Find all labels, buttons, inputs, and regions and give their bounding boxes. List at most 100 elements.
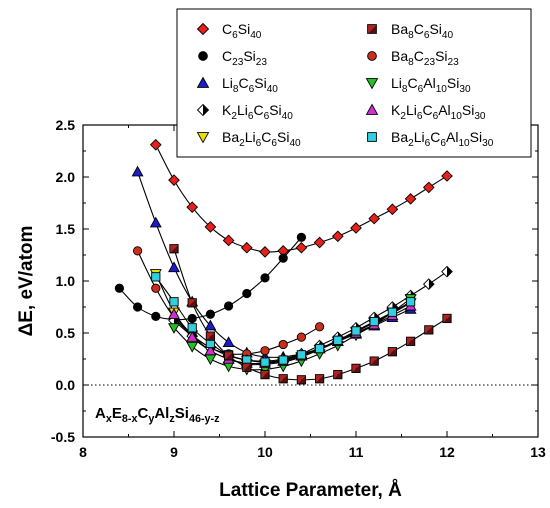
subscript-text: 6 (417, 111, 423, 122)
data-point (351, 363, 361, 373)
marker-outline (169, 244, 179, 254)
marker-shape (198, 51, 208, 61)
marker-shape (187, 323, 197, 333)
marker-shape (168, 323, 180, 334)
data-point (296, 232, 307, 242)
legend-marker (367, 24, 377, 34)
marker-shape (441, 170, 453, 182)
marker-shape (132, 302, 143, 312)
subscript-text: 6 (264, 111, 270, 122)
subscript-text: z (169, 413, 175, 425)
data-point (313, 236, 326, 249)
x-tick-label: 13 (530, 444, 546, 460)
subscript-text: 8 (402, 84, 408, 95)
data-point (387, 307, 398, 317)
legend-label: Ba8C6Si40 (391, 21, 454, 41)
legend-marker (196, 22, 210, 36)
label-text: E (112, 405, 122, 422)
marker-shape (351, 364, 361, 373)
marker-shape (205, 309, 216, 319)
subscript-text: 6 (433, 111, 439, 122)
marker-shape (333, 335, 343, 345)
label-text: C (137, 405, 148, 422)
subscript-text: 2 (231, 111, 237, 122)
marker-shape (333, 370, 342, 379)
legend-label: Ba2Li6C6Si40 (222, 129, 301, 149)
marker-outline (441, 265, 453, 278)
legend-label: K2Li6C6Al10Si30 (391, 102, 486, 122)
marker-shape (313, 236, 326, 249)
data-point (422, 278, 435, 290)
marker-shape (365, 103, 379, 115)
series-markers (149, 138, 453, 258)
data-point (422, 181, 435, 194)
marker-shape (151, 311, 161, 321)
marker-outline (405, 336, 416, 346)
marker-shape (196, 132, 210, 144)
marker-shape (368, 212, 381, 225)
data-point (169, 297, 179, 307)
data-point (131, 165, 144, 177)
data-point (222, 234, 235, 247)
data-point (260, 357, 270, 367)
data-point (424, 325, 434, 335)
data-point (205, 331, 216, 341)
data-point (296, 332, 307, 342)
label-text: Al (154, 405, 169, 422)
marker-outline (314, 374, 325, 384)
marker-shape (405, 297, 416, 307)
subscript-text: 10 (436, 84, 448, 95)
marker-outline (351, 363, 361, 373)
marker-shape (132, 246, 143, 256)
marker-shape (350, 222, 362, 234)
data-point (314, 374, 325, 384)
data-point (223, 301, 234, 311)
subscript-text: 6 (418, 84, 424, 95)
subscript-text: 6 (256, 138, 262, 149)
legend-label: Ba2Li6C6Al10Si30 (391, 129, 494, 149)
data-point (278, 339, 288, 350)
data-point (186, 341, 199, 353)
label-text: Si (470, 129, 482, 145)
label-text: Li (237, 102, 248, 118)
label-text: Li (391, 75, 402, 91)
marker-shape (196, 76, 210, 88)
marker-shape (240, 241, 253, 254)
marker-shape (367, 24, 377, 34)
data-point (168, 261, 180, 273)
series-line (173, 248, 448, 381)
marker-shape (149, 216, 162, 228)
y-tick-label: 0.0 (56, 377, 76, 393)
marker-shape (196, 22, 210, 36)
x-tick-label: 8 (79, 444, 87, 460)
marker-outline (442, 313, 452, 324)
label-text: K (222, 102, 232, 118)
marker-shape (206, 331, 215, 341)
legend-label: C6Si40 (222, 21, 262, 41)
data-point (169, 244, 179, 254)
x-tick-label: 12 (439, 444, 455, 460)
marker-shape (186, 201, 199, 213)
subscript-text: 2 (239, 138, 245, 149)
marker-shape (279, 374, 288, 383)
marker-shape (331, 230, 344, 243)
legend-marker (196, 132, 210, 144)
legend-marker (196, 103, 210, 117)
marker-shape (223, 301, 234, 311)
label-text: C (408, 75, 418, 91)
subscript-text: 8-x (122, 413, 138, 425)
label-text: Si (447, 75, 459, 91)
legend-marker (367, 132, 377, 142)
marker-shape (404, 193, 417, 205)
legend-label: Li8C6Si40 (222, 75, 278, 95)
subscript-text: 6 (424, 30, 430, 41)
y-axis-title: ΔE, eV/atom (16, 226, 37, 337)
marker-shape (204, 319, 217, 331)
marker-outline (367, 24, 377, 34)
label-text: C (414, 48, 424, 64)
y-tick-label: 1.5 (56, 221, 76, 237)
data-point (187, 323, 197, 333)
x-tick-label: 10 (257, 444, 273, 460)
legend-marker (365, 103, 379, 115)
marker-shape (314, 343, 325, 354)
